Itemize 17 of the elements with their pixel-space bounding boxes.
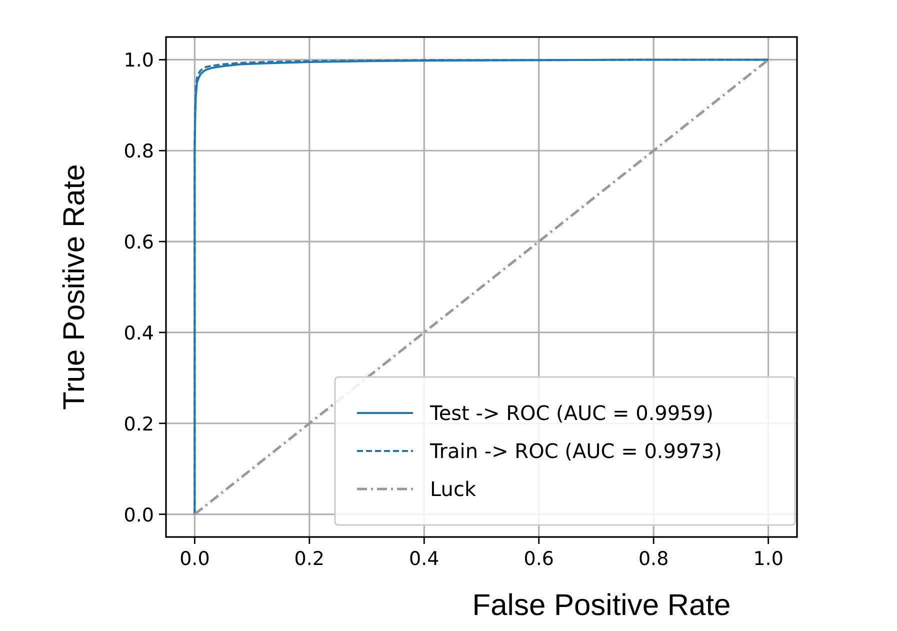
legend-label: Test -> ROC (AUC = 0.9959) bbox=[429, 401, 714, 425]
x-tick-label: 0.0 bbox=[180, 548, 210, 570]
x-tick-label: 0.2 bbox=[294, 548, 325, 570]
legend-label: Train -> ROC (AUC = 0.9973) bbox=[429, 439, 722, 463]
y-tick-label: 0.6 bbox=[124, 232, 154, 254]
x-tick-label: 0.4 bbox=[409, 548, 440, 570]
y-tick-label: 1.0 bbox=[124, 50, 154, 72]
y-tick-label: 0.4 bbox=[124, 322, 154, 344]
x-tick-label: 0.6 bbox=[524, 548, 554, 570]
y-tick-label: 0.8 bbox=[124, 140, 154, 163]
y-axis-title: True Positive Rate bbox=[58, 164, 91, 410]
y-tick-label: 0.2 bbox=[124, 413, 154, 436]
x-tick-label: 1.0 bbox=[753, 548, 784, 570]
legend-label: Luck bbox=[430, 477, 476, 501]
y-tick-label: 0.0 bbox=[124, 504, 154, 526]
x-tick-label: 0.8 bbox=[638, 548, 669, 570]
x-axis-title: False Positive Rate bbox=[472, 589, 731, 622]
